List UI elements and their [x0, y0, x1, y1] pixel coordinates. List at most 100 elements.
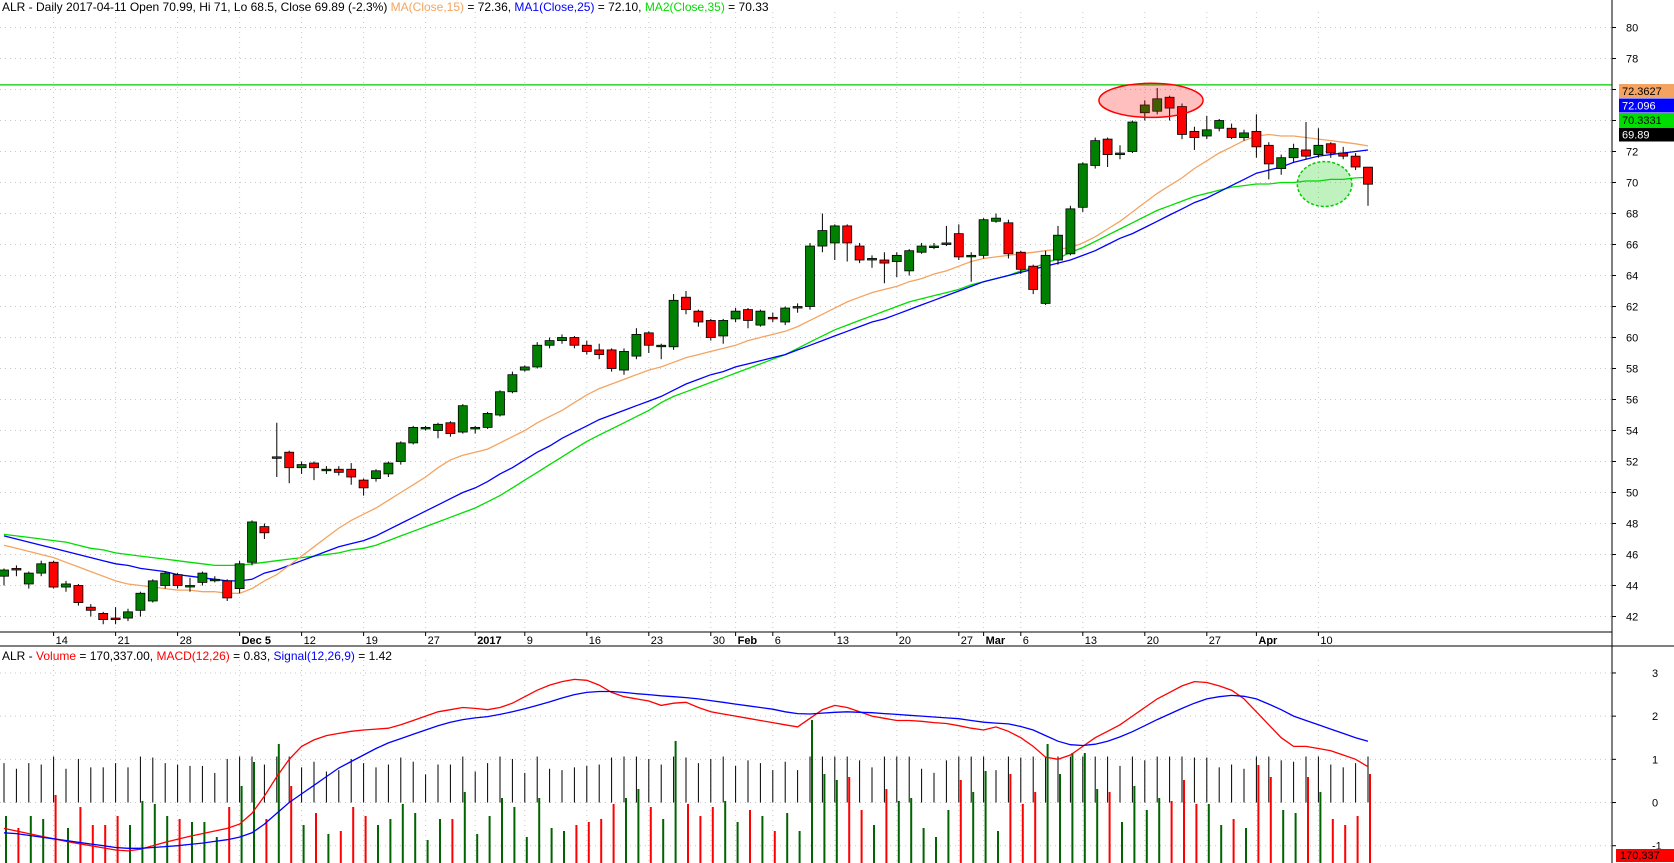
candle-up — [780, 307, 791, 323]
candlesticks — [0, 87, 1373, 625]
candle-up — [1065, 208, 1076, 255]
date-x-tick-label: 16 — [589, 635, 601, 647]
candle-down — [693, 310, 704, 323]
price-tag-label: 69.89 — [1622, 130, 1650, 142]
moving-averages — [3, 133, 1369, 594]
price-y-tick-label: 70 — [1626, 178, 1638, 190]
candle-up — [1077, 163, 1088, 208]
indicator-chart-header: ALR - Volume = 170,337.00, MACD(12,26) =… — [2, 649, 392, 663]
candle-up — [271, 456, 282, 459]
date-x-tick-label: 9 — [527, 635, 533, 647]
candle-up — [891, 254, 902, 262]
candle-down — [445, 422, 456, 435]
date-x-tick-label: Feb — [738, 635, 758, 647]
candle-down — [1325, 143, 1336, 154]
date-x-tick-label: 27 — [1209, 635, 1221, 647]
candle-up — [557, 337, 567, 341]
candle-up — [631, 333, 642, 357]
date-x-tick-label: 14 — [56, 635, 68, 647]
candle-up — [0, 569, 9, 577]
ma15-legend-label: MA(Close,15) — [390, 0, 465, 14]
candle-up — [371, 470, 381, 479]
candle-up — [23, 572, 34, 585]
indicator-header-prefix: ALR - — [2, 649, 37, 663]
candle-up — [966, 254, 977, 258]
date-x-tick-label: Apr — [1258, 635, 1278, 647]
date-x-axis: 14 21 28 Dec 5 12 19 27 2017 9 16 23 30 Feb 6 13 20 27 Ma… — [53, 632, 1333, 647]
candle-down — [309, 462, 319, 469]
signal-line — [3, 690, 1369, 849]
price-y-tick-label: 68 — [1626, 209, 1638, 221]
candle-up — [805, 245, 815, 307]
candle-down — [333, 468, 344, 473]
candle-up — [718, 320, 729, 337]
ma35-legend-label: MA2(Close,35) — [644, 0, 725, 14]
candle-up — [1090, 140, 1101, 166]
date-x-tick-label: 27 — [428, 635, 440, 647]
candle-up — [147, 580, 158, 602]
price-y-axis: 4244464850525456586062646668707274767880 — [1612, 23, 1638, 624]
price-tag-box — [1619, 84, 1674, 98]
candle-up — [755, 310, 766, 326]
candle-down — [259, 526, 270, 534]
candle-up — [185, 585, 195, 588]
candle-down — [1226, 127, 1237, 138]
candle-up — [1115, 152, 1125, 156]
date-x-tick-label: 19 — [366, 635, 378, 647]
candle-up — [1053, 234, 1063, 261]
price-tags: 72.3627 72.096 70.3331 69.89 — [1619, 84, 1674, 142]
candle-down — [1164, 96, 1175, 109]
candle-up — [867, 258, 877, 261]
candle-down — [569, 337, 580, 346]
candle-up — [916, 245, 927, 253]
candle-up — [544, 340, 555, 346]
price-tag-label: 72.096 — [1622, 101, 1656, 113]
candle-down — [346, 468, 357, 478]
candle-up — [1214, 120, 1225, 129]
candle-up — [234, 563, 245, 589]
candle-up — [1201, 129, 1212, 137]
price-header-prefix: ALR - Daily 2017-04-11 Open 70.99, Hi 71… — [2, 0, 391, 14]
candle-up — [519, 366, 530, 371]
candle-down — [1102, 138, 1113, 156]
candle-up — [395, 442, 406, 462]
candle-up — [61, 583, 71, 588]
candle-up — [507, 374, 518, 393]
candle-up — [470, 426, 481, 430]
candle-down — [767, 316, 778, 320]
price-y-tick-label: 66 — [1626, 240, 1638, 252]
candle-down — [222, 580, 233, 599]
candle-up — [829, 225, 840, 244]
candle-down — [1028, 265, 1039, 290]
candle-up — [1040, 254, 1051, 304]
candle-up — [1313, 144, 1324, 156]
macd-line — [3, 678, 1369, 852]
price-y-tick-label: 52 — [1626, 457, 1638, 469]
candle-up — [904, 250, 915, 272]
signal-legend-label: Signal(12,26,9) — [273, 649, 355, 663]
candle-down — [842, 225, 853, 244]
macd-lines — [3, 678, 1369, 852]
candle-down — [98, 613, 109, 621]
price-tag-label: 70.3331 — [1622, 115, 1662, 127]
candle-up — [1152, 98, 1163, 112]
candle-down — [73, 585, 84, 603]
candle-down — [1189, 130, 1200, 138]
indicator-y-tick-label: 2 — [1652, 711, 1658, 723]
indicator-y-tick-label: -1 — [1652, 841, 1662, 853]
candle-up — [730, 310, 741, 320]
candle-up — [209, 578, 220, 582]
candle-up — [941, 242, 952, 245]
candle-up — [817, 230, 828, 247]
ma15-line — [3, 133, 1369, 594]
ma25-line — [3, 149, 1369, 582]
price-chart-header: ALR - Daily 2017-04-11 Open 70.99, Hi 71… — [2, 0, 769, 14]
volume-legend-value: = 170,337.00, — [76, 649, 157, 663]
date-x-tick-label: 13 — [1085, 635, 1097, 647]
price-tag-label: 72.3627 — [1622, 86, 1662, 98]
candle-down — [581, 344, 592, 352]
candle-down — [85, 606, 96, 611]
candle-down — [172, 574, 183, 586]
